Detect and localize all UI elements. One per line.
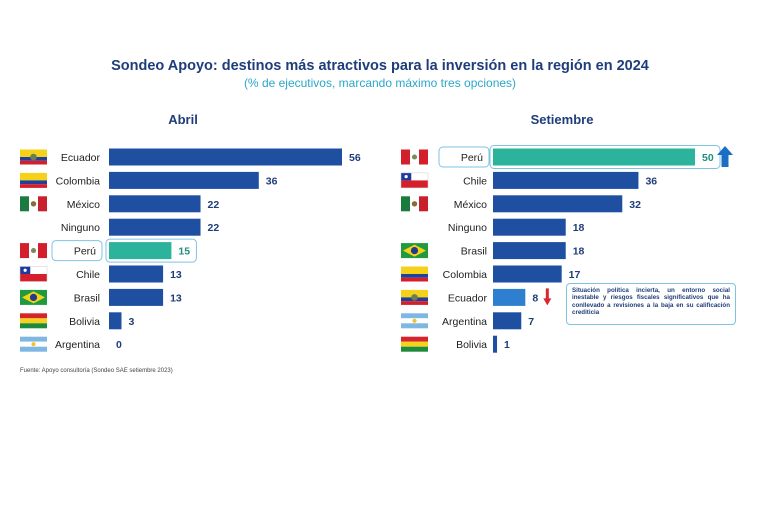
flag-peru-setiembre (401, 149, 428, 165)
flag-mexico-setiembre (401, 196, 428, 212)
category-label-colombia-abril: Colombia (56, 175, 101, 187)
value-label-ecuador-abril: 56 (349, 152, 361, 164)
bar-chile-setiembre (493, 171, 639, 189)
value-label-chile-abril: 13 (170, 269, 182, 281)
value-label-mexico-abril: 22 (208, 199, 220, 211)
category-label-mexico-abril: México (67, 199, 100, 211)
value-label-bolivia-setiembre: 1 (504, 339, 510, 351)
value-label-mexico-setiembre: 32 (629, 199, 641, 211)
bar-peru-abril (109, 242, 172, 260)
chart-title: Sondeo Apoyo: destinos más atractivos pa… (111, 58, 649, 74)
value-label-colombia-setiembre: 17 (569, 269, 581, 281)
bar-chile-abril (109, 265, 164, 283)
value-label-brasil-abril: 13 (170, 292, 182, 304)
bar-brasil-abril (109, 288, 164, 306)
category-label-chile-setiembre: Chile (463, 175, 487, 187)
flag-peru-abril (20, 243, 47, 259)
down-arrow-ecuador (543, 288, 552, 306)
value-label-peru-setiembre: 50 (702, 152, 714, 164)
value-label-argentina-setiembre: 7 (528, 316, 534, 328)
flag-brasil-setiembre (401, 243, 428, 259)
category-label-ecuador-setiembre: Ecuador (448, 292, 488, 304)
value-label-bolivia-abril: 3 (128, 316, 134, 328)
bar-argentina-setiembre (493, 312, 522, 330)
flag-ecuador-setiembre (401, 289, 428, 305)
flag-colombia-setiembre (401, 266, 428, 282)
category-label-argentina-abril: Argentina (55, 339, 100, 351)
source-note: Fuente: Apoyo consultoría (Sondeo SAE se… (20, 368, 173, 374)
panel-title-abril: Abril (168, 112, 198, 127)
flag-argentina-abril (20, 336, 47, 352)
category-label-argentina-setiembre: Argentina (442, 316, 487, 328)
ecuador-note: Situación política incierta, un entorno … (566, 283, 736, 325)
flag-bolivia-setiembre (401, 336, 428, 352)
value-label-argentina-abril: 0 (116, 339, 122, 351)
value-label-ecuador-setiembre: 8 (532, 292, 538, 304)
category-label-brasil-abril: Brasil (74, 292, 100, 304)
highlight-label-box-setiembre (438, 146, 490, 168)
value-label-ninguno-abril: 22 (208, 222, 220, 234)
bar-colombia-setiembre (493, 265, 562, 283)
value-label-ninguno-setiembre: 18 (573, 222, 585, 234)
value-label-peru-abril: 15 (178, 246, 190, 258)
flag-chile-setiembre (400, 172, 429, 189)
category-label-bolivia-abril: Bolivia (69, 316, 100, 328)
category-label-colombia-setiembre: Colombia (443, 269, 488, 281)
category-label-bolivia-setiembre: Bolivia (456, 339, 487, 351)
up-arrow-peru (717, 146, 733, 167)
category-label-ninguno-setiembre: Ninguno (448, 222, 487, 234)
value-label-brasil-setiembre: 18 (573, 246, 585, 258)
category-label-ecuador-abril: Ecuador (61, 152, 101, 164)
flag-argentina-setiembre (401, 313, 428, 329)
value-label-chile-setiembre: 36 (645, 175, 657, 187)
flag-ecuador-abril (20, 149, 47, 165)
bar-colombia-abril (109, 171, 259, 189)
flag-colombia-abril (20, 172, 47, 188)
bar-bolivia-abril (109, 312, 122, 330)
flag-chile-abril (19, 266, 48, 282)
bar-peru-setiembre (493, 148, 695, 166)
bar-mexico-abril (109, 195, 201, 213)
category-label-ninguno-abril: Ninguno (61, 222, 100, 234)
bar-bolivia-setiembre (493, 335, 498, 353)
category-label-brasil-setiembre: Brasil (461, 246, 487, 258)
bar-ninguno-setiembre (493, 218, 566, 236)
flag-bolivia-abril (20, 313, 47, 329)
panel-title-setiembre: Setiembre (530, 112, 594, 127)
category-label-chile-abril: Chile (76, 269, 100, 281)
bar-ninguno-abril (109, 218, 201, 236)
category-label-peru-abril: Perú (74, 246, 96, 258)
category-label-peru-setiembre: Perú (461, 152, 483, 164)
value-label-colombia-abril: 36 (266, 175, 278, 187)
bar-ecuador-abril (109, 148, 342, 166)
highlight-label-box-abril (51, 240, 103, 262)
category-label-mexico-setiembre: México (454, 199, 487, 211)
flag-mexico-abril (20, 196, 47, 212)
bar-mexico-setiembre (493, 195, 623, 213)
bar-brasil-setiembre (493, 242, 566, 260)
flag-brasil-abril (20, 289, 47, 305)
bar-ecuador-setiembre (493, 288, 526, 306)
chart-subtitle: (% de ejecutivos, marcando máximo tres o… (243, 76, 517, 90)
